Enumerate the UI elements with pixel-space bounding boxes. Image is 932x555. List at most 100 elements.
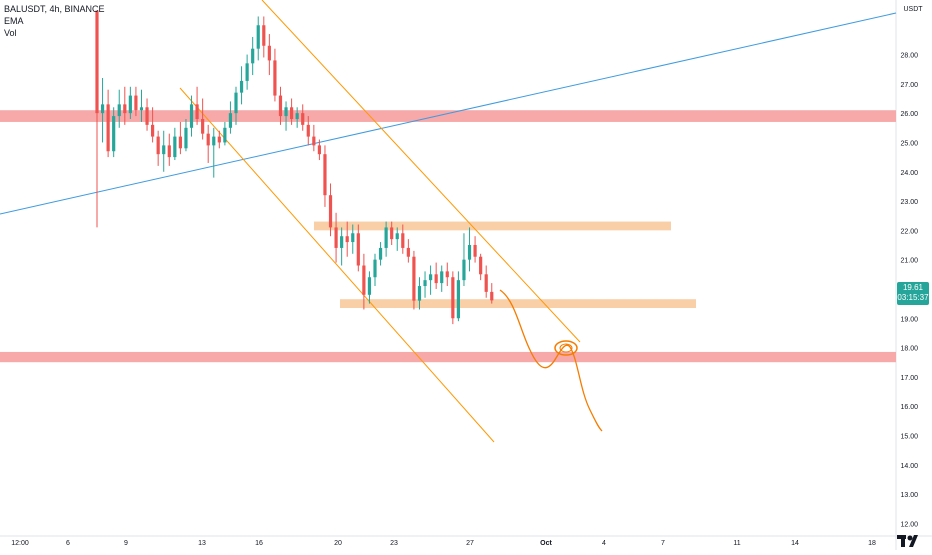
candle[interactable] bbox=[362, 265, 366, 295]
candle[interactable] bbox=[473, 245, 477, 257]
candle[interactable] bbox=[278, 95, 283, 117]
tradingview-logo-icon[interactable] bbox=[897, 534, 923, 553]
candle[interactable] bbox=[134, 95, 138, 111]
candle[interactable] bbox=[445, 271, 449, 278]
candle[interactable] bbox=[100, 104, 105, 114]
volume-indicator-label[interactable]: Vol bbox=[4, 28, 17, 38]
candle[interactable] bbox=[173, 136, 177, 158]
candle[interactable] bbox=[267, 45, 271, 61]
candle[interactable] bbox=[117, 104, 121, 117]
candle[interactable] bbox=[239, 80, 244, 93]
candle[interactable] bbox=[440, 271, 444, 284]
candle[interactable] bbox=[184, 127, 188, 149]
candle[interactable] bbox=[351, 233, 355, 243]
candle[interactable] bbox=[206, 133, 210, 146]
candle[interactable] bbox=[345, 236, 349, 243]
time-tick: 16 bbox=[255, 540, 263, 547]
bar-countdown: 03:15:37 bbox=[897, 293, 929, 302]
candle[interactable] bbox=[479, 256, 483, 275]
target-circle[interactable] bbox=[554, 340, 578, 356]
candle[interactable] bbox=[128, 95, 132, 114]
candle[interactable] bbox=[406, 247, 410, 257]
candle[interactable] bbox=[156, 136, 160, 155]
candle[interactable] bbox=[295, 113, 299, 120]
candle[interactable] bbox=[312, 136, 316, 146]
candle[interactable] bbox=[451, 277, 455, 319]
candle[interactable] bbox=[456, 280, 460, 319]
candle[interactable] bbox=[356, 233, 360, 266]
candle[interactable] bbox=[462, 259, 466, 281]
candle[interactable] bbox=[178, 136, 182, 149]
candle[interactable] bbox=[284, 107, 288, 117]
price-tick: 27.00 bbox=[900, 82, 918, 89]
candle[interactable] bbox=[484, 274, 488, 292]
channel-upper-line[interactable] bbox=[261, 0, 581, 343]
ema-indicator-label[interactable]: EMA bbox=[4, 16, 24, 26]
price-tick: 19.00 bbox=[900, 316, 918, 323]
candle[interactable] bbox=[306, 124, 310, 137]
trendline[interactable] bbox=[0, 12, 897, 215]
candle[interactable] bbox=[201, 119, 205, 134]
candle[interactable] bbox=[467, 245, 472, 260]
symbol-title[interactable]: BALUSDT, 4h, BINANCE bbox=[4, 4, 105, 14]
candle[interactable] bbox=[95, 10, 99, 114]
target-circle-inner bbox=[559, 343, 573, 353]
zone-support[interactable] bbox=[0, 351, 896, 363]
candle[interactable] bbox=[123, 104, 127, 114]
candle[interactable] bbox=[245, 63, 249, 81]
candle[interactable] bbox=[167, 145, 171, 158]
candle[interactable] bbox=[434, 274, 438, 284]
candle[interactable] bbox=[139, 107, 144, 111]
candle[interactable] bbox=[395, 233, 399, 240]
candle[interactable] bbox=[151, 124, 155, 137]
candle[interactable] bbox=[429, 274, 433, 281]
price-scale[interactable] bbox=[896, 0, 932, 550]
candle[interactable] bbox=[189, 104, 194, 128]
zone-resistance[interactable] bbox=[0, 110, 896, 122]
candle[interactable] bbox=[195, 104, 199, 120]
candle[interactable] bbox=[256, 25, 260, 49]
projection-path[interactable] bbox=[499, 289, 603, 432]
candle[interactable] bbox=[145, 107, 149, 125]
time-tick: 14 bbox=[791, 540, 799, 547]
price-tick: 24.00 bbox=[900, 170, 918, 177]
candle[interactable] bbox=[490, 291, 494, 301]
candle[interactable] bbox=[373, 259, 377, 278]
candle[interactable] bbox=[301, 113, 305, 125]
time-tick: Oct bbox=[540, 540, 552, 547]
candle[interactable] bbox=[417, 286, 422, 301]
candle[interactable] bbox=[273, 60, 277, 96]
candle[interactable] bbox=[340, 236, 344, 248]
candle[interactable] bbox=[390, 227, 394, 240]
candle[interactable] bbox=[290, 107, 294, 120]
zone-range-top[interactable] bbox=[314, 221, 671, 231]
candle[interactable] bbox=[262, 25, 266, 46]
channel-lower-line[interactable] bbox=[179, 87, 495, 443]
candle[interactable] bbox=[412, 256, 416, 301]
candle[interactable] bbox=[334, 227, 338, 248]
candle[interactable] bbox=[106, 104, 110, 152]
candle[interactable] bbox=[217, 136, 221, 143]
candle[interactable] bbox=[251, 48, 255, 64]
candle[interactable] bbox=[223, 127, 227, 143]
candle[interactable] bbox=[234, 92, 238, 114]
candle[interactable] bbox=[378, 247, 383, 260]
candle[interactable] bbox=[328, 195, 333, 228]
candle[interactable] bbox=[423, 280, 427, 287]
candle[interactable] bbox=[384, 227, 388, 248]
price-tick: 15.00 bbox=[900, 433, 918, 440]
chart-legend: BALUSDT, 4h, BINANCE EMA Vol bbox=[4, 3, 105, 39]
candle[interactable] bbox=[112, 116, 116, 152]
price-tick: 16.00 bbox=[900, 404, 918, 411]
price-tick: 14.00 bbox=[900, 463, 918, 470]
candle[interactable] bbox=[323, 154, 327, 196]
candle[interactable] bbox=[401, 233, 405, 248]
candle[interactable] bbox=[162, 145, 166, 155]
candle[interactable] bbox=[212, 136, 216, 146]
candle[interactable] bbox=[317, 145, 321, 155]
candle[interactable] bbox=[228, 113, 233, 128]
candle[interactable] bbox=[367, 277, 372, 295]
zone-range-bottom[interactable] bbox=[340, 299, 696, 308]
